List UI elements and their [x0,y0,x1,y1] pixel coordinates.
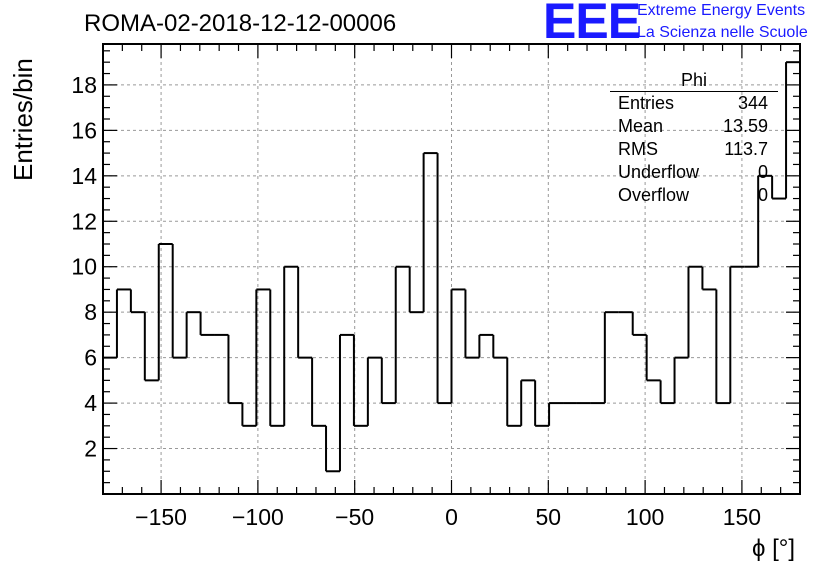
y-tick-label: 14 [71,163,97,189]
chart-title: ROMA-02-2018-12-12-00006 [84,10,397,37]
stats-value: 113.7 [724,139,768,159]
stats-row-overflow: Overflow 0 [610,184,778,207]
stats-row-entries: Entries 344 [610,92,778,115]
y-tick-label: 12 [71,208,97,234]
y-tick-label: 16 [71,117,97,143]
x-tick-label: 0 [445,504,458,530]
stats-value: 13.59 [722,116,768,136]
eee-logo: EEE [543,0,641,49]
x-tick-label: −50 [335,504,374,530]
y-tick-label: 10 [71,254,97,280]
stats-title: Phi [610,70,778,92]
stats-row-underflow: Underflow 0 [610,161,778,184]
y-tick-label: 2 [84,436,97,462]
x-tick-label: 150 [723,504,761,530]
stats-label: Overflow [618,185,690,205]
stats-value: 344 [737,93,768,113]
x-tick-label: 50 [536,504,562,530]
x-tick-label: −150 [135,504,187,530]
y-tick-label: 6 [84,345,97,371]
logo-subtitle-line2: La Scienza nelle Scuole [637,24,808,41]
x-tick-label: −100 [232,504,284,530]
y-tick-label: 18 [71,72,97,98]
x-axis-label: ϕ [°] [752,535,796,562]
stats-label: Underflow [618,162,700,182]
y-tick-label: 8 [84,299,97,325]
stats-value: 0 [757,185,768,205]
stats-label: Entries [618,93,675,113]
stats-label: RMS [618,139,658,159]
stats-box: Phi Entries 344 Mean 13.59 RMS 113.7 Und… [610,70,778,207]
stats-value: 0 [757,162,768,182]
y-axis-label: Entries/bin [8,58,38,181]
stats-label: Mean [618,116,664,136]
stats-row-mean: Mean 13.59 [610,115,778,138]
logo-subtitle-line1: Extreme Energy Events [637,2,806,19]
stats-row-rms: RMS 113.7 [610,138,778,161]
x-tick-label: 100 [626,504,664,530]
y-tick-label: 4 [84,390,97,416]
